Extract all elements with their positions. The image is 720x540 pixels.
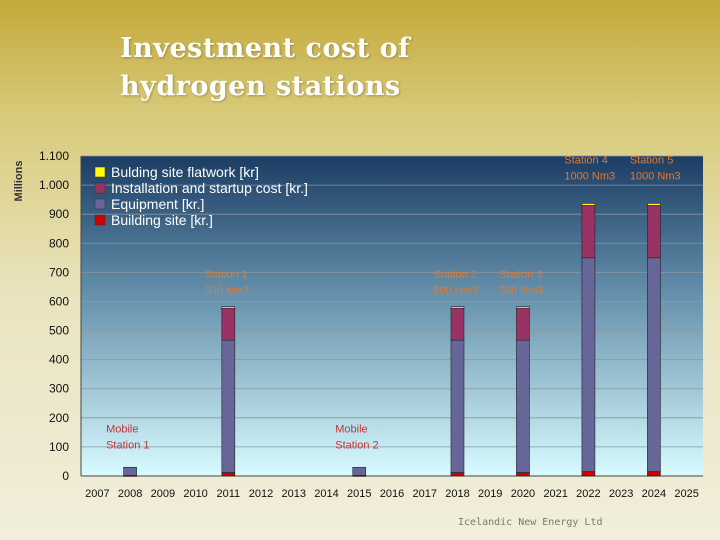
x-tick-label: 2023	[609, 488, 633, 500]
bar-segment	[516, 307, 530, 341]
x-tick-label: 2011	[216, 488, 240, 500]
x-tick-label: 2008	[118, 488, 142, 500]
annotation-label: Station 3	[499, 269, 542, 281]
slide-title: Investment cost of hydrogen stations	[120, 30, 540, 106]
bar-segment	[647, 257, 661, 472]
bar-segment	[581, 471, 596, 477]
bar-segment	[352, 466, 367, 476]
y-tick-label: 1.100	[39, 149, 69, 163]
x-tick-label: 2022	[576, 488, 600, 500]
x-tick-label: 2019	[478, 488, 502, 500]
x-tick-label: 2016	[380, 488, 404, 500]
plot-area	[81, 156, 703, 476]
annotation-label: Station 1	[204, 269, 247, 281]
y-tick-label: 200	[49, 411, 69, 425]
bar-segment	[581, 257, 596, 472]
x-tick-label: 2018	[445, 488, 469, 500]
y-tick-label: 400	[49, 353, 69, 367]
y-tick-label: 0	[62, 469, 69, 483]
bar-segment	[516, 339, 530, 473]
y-tick-label: 600	[49, 294, 69, 308]
bar-segment	[647, 205, 661, 259]
x-tick-label: 2021	[543, 488, 567, 500]
footer-credit: Icelandic New Energy Ltd	[458, 517, 603, 528]
annotation-label: 500 Nm3	[499, 285, 544, 297]
x-tick-labels: 2007 2008 2009 2010 2011 2012 2013 2014 2015 2016…	[85, 488, 699, 500]
legend-label: Building site [kr.]	[111, 212, 213, 228]
y-tick-labels: 0 100 200 300 400 500 600 700 800 900 1.000 1.100	[39, 149, 69, 483]
bar-segment	[581, 203, 596, 206]
slide-title-line-2: hydrogen stations	[120, 71, 401, 102]
annotation-label: 500 Nm3	[433, 285, 478, 297]
y-tick-label: 900	[49, 207, 69, 221]
annotation-label: 1000 Nm3	[630, 170, 681, 182]
legend-swatch	[94, 214, 106, 226]
bar-segment	[450, 339, 465, 473]
legend-swatch	[94, 198, 106, 210]
annotation-label: 1000 Nm3	[564, 170, 615, 182]
bar-segment	[450, 307, 465, 341]
bar-segment	[516, 472, 530, 477]
bar-segment	[221, 339, 236, 473]
legend-label: Equipment [kr.]	[111, 196, 204, 212]
x-tick-label: 2025	[674, 488, 698, 500]
x-tick-label: 2014	[314, 488, 338, 500]
legend-label: Installation and startup cost [kr.]	[111, 180, 308, 196]
annotations: Mobile Station 1 Station 1 500 Nm3 Mobile Sta…	[106, 154, 681, 451]
bar-segment	[221, 307, 236, 341]
annotation-label: 500 Nm3	[204, 285, 249, 297]
x-tick-label: 2007	[85, 488, 109, 500]
legend-swatch	[94, 166, 106, 178]
gridlines	[81, 155, 703, 448]
bar-segment	[450, 472, 465, 477]
legend: Bulding site flatwork [kr]Installation a…	[94, 164, 308, 228]
x-tick-label: 2017	[412, 488, 436, 500]
x-tick-label: 2015	[347, 488, 371, 500]
bar-segment	[581, 205, 596, 259]
bar-segment	[647, 203, 661, 206]
x-tick-label: 2012	[249, 488, 273, 500]
y-tick-label: 1.000	[39, 178, 69, 192]
bar-segment	[516, 306, 530, 309]
annotation-label: Station 5	[630, 154, 673, 166]
y-tick-label: 300	[49, 382, 69, 396]
x-tick-label: 2010	[183, 488, 207, 500]
annotation-label: Mobile	[335, 423, 367, 435]
x-tick-label: 2020	[511, 488, 535, 500]
bar-segment	[221, 472, 236, 477]
y-tick-label: 100	[49, 440, 69, 454]
x-tick-label: 2013	[282, 488, 306, 500]
x-tick-label: 2009	[151, 488, 175, 500]
x-tick-label: 2024	[642, 488, 666, 500]
annotation-label: Station 2	[433, 269, 476, 281]
legend-label: Bulding site flatwork [kr]	[111, 164, 259, 180]
y-axis-label: Millions	[13, 161, 25, 202]
bar-segment	[123, 466, 137, 476]
legend-swatch	[94, 182, 106, 194]
annotation-label: Station 4	[564, 154, 607, 166]
annotation-label: Station 2	[335, 439, 378, 451]
bars	[123, 203, 661, 477]
bar-segment	[450, 306, 465, 309]
y-tick-label: 700	[49, 265, 69, 279]
slide-title-line-1: Investment cost of	[120, 33, 411, 64]
y-tick-label: 500	[49, 324, 69, 338]
y-tick-label: 800	[49, 236, 69, 250]
annotation-label: Station 1	[106, 439, 149, 451]
annotation-label: Mobile	[106, 423, 138, 435]
bar-segment	[221, 306, 236, 309]
bar-segment	[647, 471, 661, 477]
